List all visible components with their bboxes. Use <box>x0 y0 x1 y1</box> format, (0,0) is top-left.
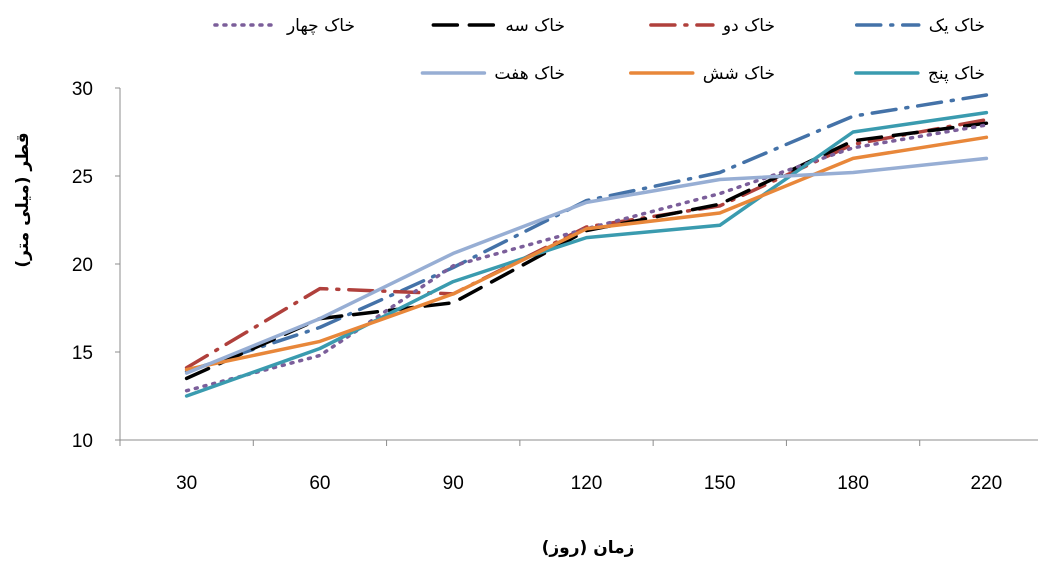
data-point-s6-6 <box>853 158 854 159</box>
data-point-s5-5 <box>719 225 720 226</box>
legend-label: خاک سه <box>505 16 565 36</box>
data-point-s2-2 <box>319 288 320 289</box>
data-point-s7-3 <box>453 253 454 254</box>
y-axis-title: قطر (میلی متر) <box>13 132 33 267</box>
data-point-s1-7 <box>986 95 987 96</box>
data-point-s3-6 <box>853 140 854 141</box>
series-line-7 <box>184 156 989 375</box>
data-point-s5-6 <box>853 132 854 133</box>
series-line-3 <box>184 121 989 381</box>
data-point-s1-6 <box>853 116 854 117</box>
data-point-s3-7 <box>986 123 987 124</box>
data-point-s5-1 <box>186 396 187 397</box>
data-point-s3-3 <box>453 302 454 303</box>
data-point-s6-1 <box>186 369 187 370</box>
data-point-s2-6 <box>853 144 854 145</box>
x-tick-label: 150 <box>704 473 736 494</box>
data-point-s4-6 <box>853 147 854 148</box>
data-point-s7-4 <box>586 202 587 203</box>
series-lines <box>184 93 989 398</box>
data-point-s7-7 <box>986 158 987 159</box>
data-point-s3-1 <box>186 378 187 379</box>
legend-item: خاک هفت <box>420 64 565 84</box>
x-tick-label: 60 <box>309 473 330 494</box>
data-point-s4-5 <box>719 193 720 194</box>
data-point-s5-7 <box>986 112 987 113</box>
data-point-s6-5 <box>719 212 720 213</box>
x-tick-label: 30 <box>176 473 197 494</box>
y-tick-label: 30 <box>72 79 93 100</box>
legend-label: خاک پنج <box>928 64 985 84</box>
data-point-s3-5 <box>719 204 720 205</box>
y-tick-label: 20 <box>72 255 93 276</box>
series-line-5 <box>184 110 989 398</box>
legend-label: خاک چهار <box>286 16 355 36</box>
y-tick-label: 25 <box>72 167 93 188</box>
y-tick-label: 15 <box>72 343 93 364</box>
legend-item: خاک یک <box>854 16 985 36</box>
data-point-s4-2 <box>319 355 320 356</box>
legend-item: خاک چهار <box>213 16 355 36</box>
data-point-s7-6 <box>853 172 854 173</box>
data-point-s4-3 <box>453 265 454 266</box>
x-axis-ticks: 30 60 90 120 150 180 220 <box>119 440 1003 494</box>
data-point-s5-3 <box>453 281 454 282</box>
data-point-s2-5 <box>719 205 720 206</box>
data-point-s2-7 <box>986 119 987 120</box>
legend-label: خاک شش <box>703 64 775 84</box>
legend-item: خاک سه <box>431 16 565 36</box>
data-point-s1-2 <box>319 327 320 328</box>
x-axis-title: زمان (روز) <box>542 538 635 558</box>
x-tick-label: 180 <box>837 473 869 494</box>
data-point-s5-2 <box>319 348 320 349</box>
legend-label: خاک یک <box>929 16 985 36</box>
data-point-s7-5 <box>719 179 720 180</box>
x-tick-label: 90 <box>443 473 464 494</box>
data-point-s4-1 <box>186 390 187 391</box>
legend: خاک یک خاک دو خاک سه خاک چهار خاک پنج خاک شش خ… <box>213 16 985 84</box>
data-point-s7-1 <box>186 373 187 374</box>
series-line-6 <box>184 135 989 372</box>
y-tick-label: 10 <box>72 431 93 452</box>
data-point-s4-7 <box>986 124 987 125</box>
series-line-1 <box>184 93 989 374</box>
legend-item: خاک دو <box>649 16 775 36</box>
x-tick-label: 120 <box>571 473 603 494</box>
x-tick-label: 220 <box>971 473 1003 494</box>
legend-label: خاک دو <box>722 16 775 36</box>
data-point-s5-4 <box>586 237 587 238</box>
legend-item: خاک شش <box>629 64 775 84</box>
legend-item: خاک پنج <box>854 64 985 84</box>
legend-label: خاک هفت <box>494 64 565 84</box>
y-axis-ticks: 10 15 20 25 30 <box>72 79 120 452</box>
data-point-s6-2 <box>319 341 320 342</box>
data-point-s1-5 <box>719 172 720 173</box>
data-point-s6-7 <box>986 137 987 138</box>
data-point-s6-3 <box>453 293 454 294</box>
data-point-s7-2 <box>319 318 320 319</box>
data-point-s6-4 <box>586 228 587 229</box>
series-line-2 <box>184 117 989 370</box>
series-line-4 <box>184 123 989 393</box>
